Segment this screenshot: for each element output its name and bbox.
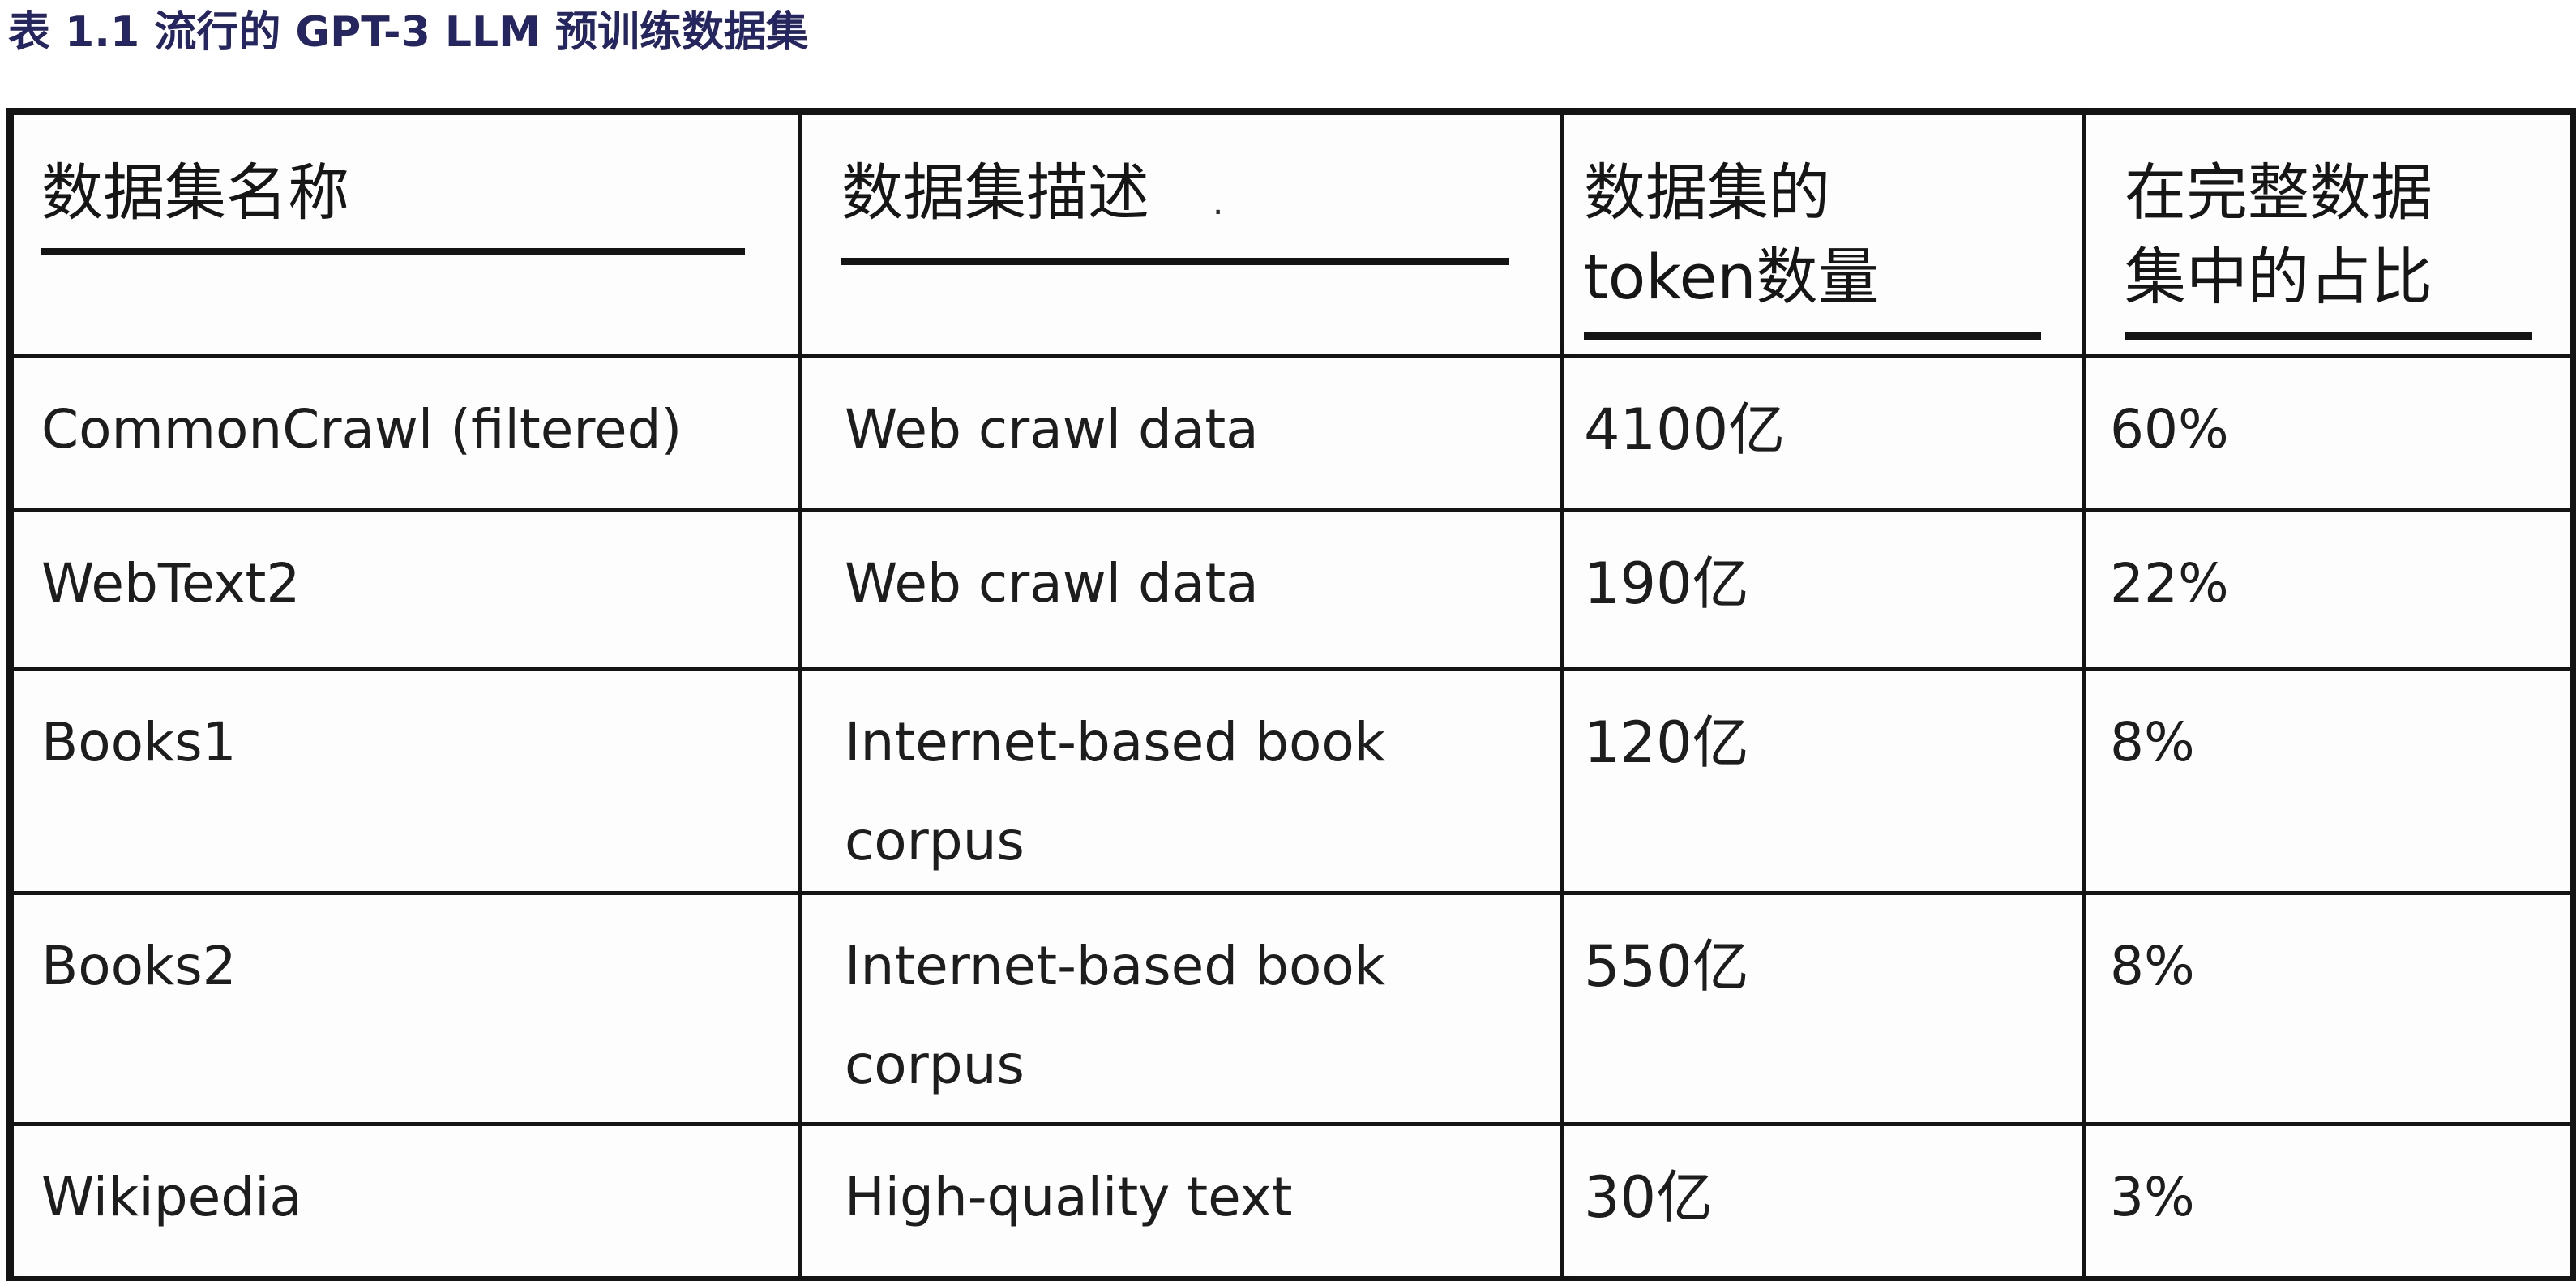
dataset-name-cell: CommonCrawl (filtered) [8,354,802,512]
share-cell: 22% [2082,508,2575,671]
header-row: 数据集名称 数据集描述. 数据集的 token数量 在完整数据 集中的占比 [8,109,2575,358]
share-cell: 3% [2082,1122,2575,1281]
description-cell: Internet-based book corpus [798,667,1564,895]
header-text: 数据集描述 [841,156,1149,229]
description-cell: High-quality text [798,1122,1564,1281]
dataset-name-cell: Wikipedia [8,1122,802,1281]
col-header-share-of-full-dataset: 在完整数据 集中的占比 [2082,109,2575,358]
token-count-cell: 190亿 [1560,508,2086,671]
share-cell: 60% [2082,354,2575,512]
table-row: Books1 Internet-based book corpus 120亿 8… [8,667,2575,895]
share-cell: 8% [2082,667,2575,895]
share-cell: 8% [2082,891,2575,1126]
token-count-cell: 30亿 [1560,1122,2086,1281]
token-count-cell: 120亿 [1560,667,2086,895]
table-row: CommonCrawl (filtered) Web crawl data 41… [8,354,2575,512]
table-caption: 表 1.1 流行的 GPT-3 LLM 预训练数据集 [8,8,809,57]
description-cell: Internet-based book corpus [798,891,1564,1126]
col-header-dataset-description: 数据集描述. [798,109,1564,358]
table-row: WebText2 Web crawl data 190亿 22% [8,508,2575,671]
token-count-cell: 550亿 [1560,891,2086,1126]
dataset-name-cell: WebText2 [8,508,802,671]
col-header-token-count: 数据集的 token数量 [1560,109,2086,358]
header-line: 集中的占比 [2125,241,2433,313]
dataset-name-cell: Books2 [8,891,802,1126]
header-underline [1584,332,2042,340]
header-line: token数量 [1584,241,1880,313]
header-underline [2125,332,2532,340]
header-line: 数据集的 [1584,156,1830,229]
dataset-name-cell: Books1 [8,667,802,895]
token-count-cell: 4100亿 [1560,354,2086,512]
pretraining-datasets-table: 数据集名称 数据集描述. 数据集的 token数量 在完整数据 集中的占比 [6,108,2576,1281]
description-cell: Web crawl data [798,508,1564,671]
description-cell: Web crawl data [798,354,1564,512]
header-line: 数据集名称 [41,156,349,229]
header-underline [841,258,1509,265]
col-header-dataset-name: 数据集名称 [8,109,802,358]
scan-dot-artifact: . [1213,182,1224,222]
header-line: 在完整数据 [2125,156,2433,229]
table-row: Books2 Internet-based book corpus 550亿 8… [8,891,2575,1126]
header-line: 数据集描述. [841,151,1544,245]
table-row: Wikipedia High-quality text 30亿 3% [8,1122,2575,1281]
header-underline [41,248,746,255]
